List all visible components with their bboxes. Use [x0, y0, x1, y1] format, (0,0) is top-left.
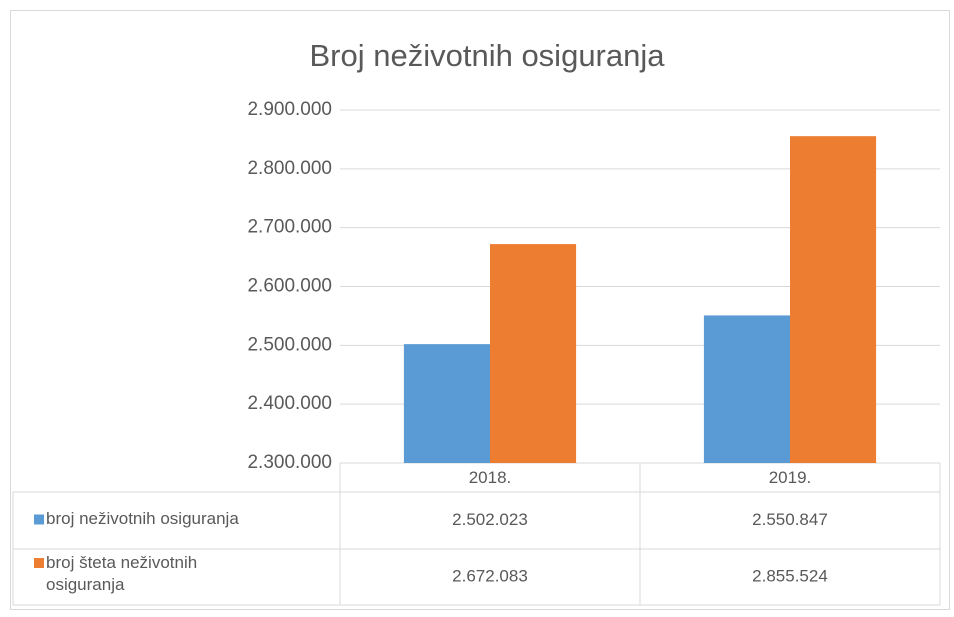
legend-label: broj šteta neživotnih osiguranja — [46, 553, 198, 594]
legend-key — [34, 514, 44, 525]
bar — [703, 315, 790, 463]
bar — [403, 344, 490, 463]
chart-title: Broj neživotnih osiguranja — [310, 38, 666, 73]
y-tick-label: 2.500.000 — [247, 334, 332, 355]
y-tick-label: 2.800.000 — [247, 158, 332, 179]
x-tick-label: 2019. — [769, 468, 812, 487]
legend-label: broj neživotnih osiguranja — [46, 509, 239, 528]
legend-label-box: broj neživotnih osiguranja — [46, 509, 239, 528]
y-tick-label: 2.300.000 — [247, 452, 332, 473]
legend-key — [34, 558, 44, 568]
x-tick-label: 2018. — [469, 468, 512, 487]
table-value: 2.672.083 — [452, 566, 528, 585]
y-tick-label: 2.700.000 — [247, 217, 332, 238]
bar — [790, 136, 877, 463]
bar — [490, 244, 577, 463]
y-tick-label: 2.400.000 — [247, 393, 332, 414]
legend-label-box: broj šteta neživotnih osiguranja — [46, 553, 198, 594]
y-tick-label: 2.900.000 — [247, 99, 332, 120]
table-value: 2.855.524 — [752, 566, 828, 585]
table-value: 2.550.847 — [752, 510, 828, 529]
table-value: 2.502.023 — [452, 510, 528, 529]
y-tick-label: 2.600.000 — [247, 276, 332, 297]
